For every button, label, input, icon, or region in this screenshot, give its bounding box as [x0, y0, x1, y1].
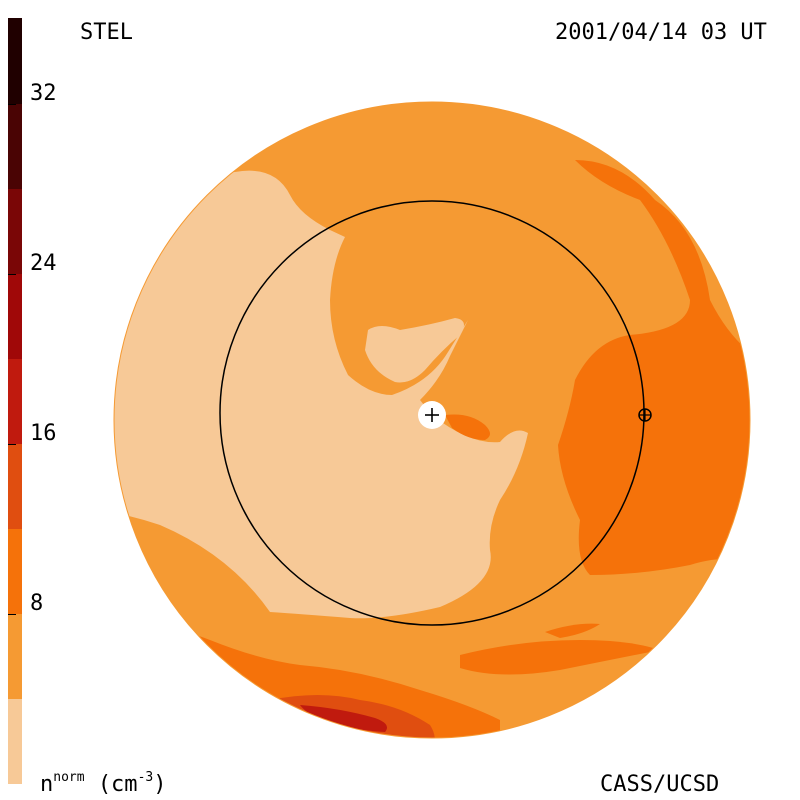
colorbar-tick	[8, 612, 16, 615]
colorbar-tick-label: 8	[30, 591, 44, 616]
contour-level2-south-streak	[460, 640, 660, 675]
colorbar-tick-label: 32	[30, 81, 57, 106]
contour-level0-tongue	[365, 318, 464, 383]
colorbar-segment	[8, 188, 22, 274]
colorbar-tick	[8, 272, 16, 275]
colorbar-segment	[8, 698, 22, 784]
contour-level2-center	[445, 414, 490, 440]
colorbar-segment	[8, 273, 22, 359]
colorbar-tick-label: 16	[30, 421, 57, 446]
colorbar-segment	[8, 443, 22, 529]
colorbar	[8, 18, 22, 784]
colorbar-unit-label: nnorm (cm-3)	[40, 770, 167, 797]
contour-level0	[114, 170, 528, 619]
contour-level4-south	[300, 705, 388, 732]
sun-marker	[418, 401, 446, 429]
timestamp-label: 2001/04/14 03 UT	[555, 20, 767, 45]
colorbar-segment	[8, 358, 22, 444]
colorbar-segment	[8, 103, 22, 189]
credit-label: CASS/UCSD	[600, 772, 720, 797]
colorbar-tick	[8, 102, 16, 105]
contour-level2-east	[558, 160, 750, 575]
colorbar-tick	[8, 442, 16, 445]
earth-marker	[638, 408, 652, 422]
orbit-circle	[219, 200, 645, 626]
colorbar-segment	[8, 613, 22, 699]
observer-label: STEL	[80, 20, 133, 45]
colorbar-segment	[8, 528, 22, 614]
colorbar-segment	[8, 18, 22, 104]
disc-boundary	[113, 101, 751, 739]
contour-level2-south-streak2	[545, 623, 600, 638]
colorbar-tick-label: 24	[30, 251, 57, 276]
